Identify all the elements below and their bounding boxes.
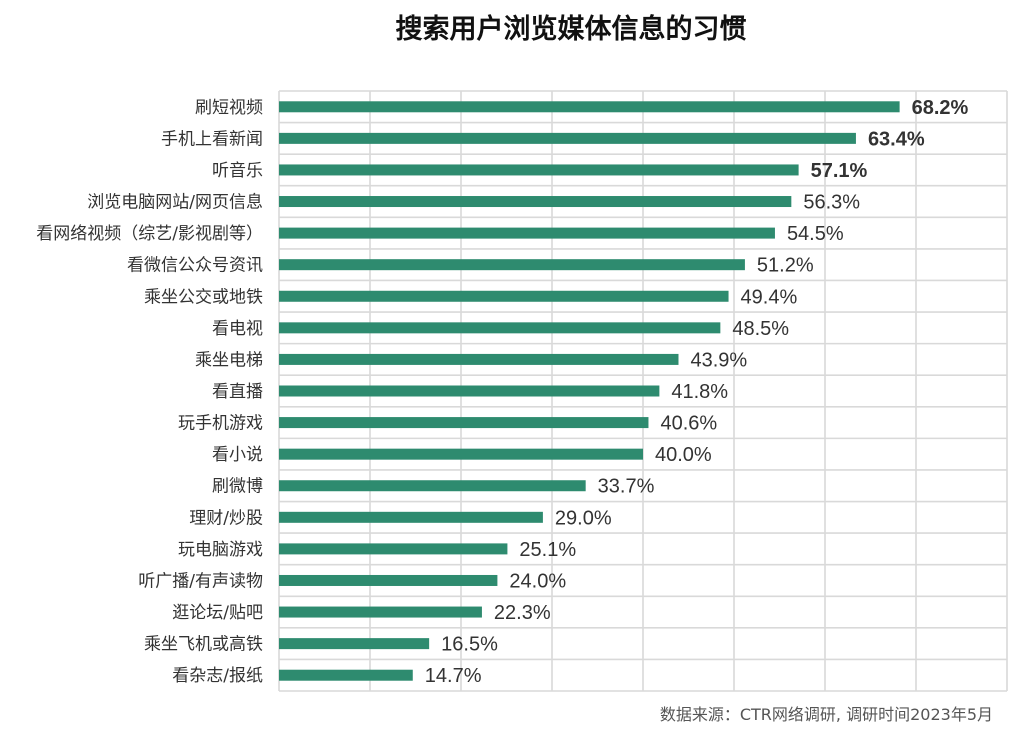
bar <box>279 196 792 208</box>
bar <box>279 511 543 523</box>
value-label: 43.9% <box>690 349 747 371</box>
value-label: 24.0% <box>509 570 566 592</box>
category-label: 乘坐电梯 <box>195 350 263 370</box>
category-label: 手机上看新闻 <box>161 129 263 149</box>
value-label: 63.4% <box>868 128 925 150</box>
bar <box>279 164 799 176</box>
bar <box>279 480 586 492</box>
bar <box>279 417 649 429</box>
value-labels: 68.2% 63.4%57.1% 56.3% 54.5% 51.2% 49.4% 48.5%… <box>425 97 969 687</box>
bar <box>279 606 482 618</box>
grid-lines <box>278 90 1008 692</box>
value-label: 29.0% <box>555 507 612 529</box>
category-label: 看微信公众号资讯 <box>127 256 263 276</box>
category-label: 看电视 <box>212 319 263 339</box>
bar <box>279 227 775 239</box>
value-label: 40.0% <box>655 444 712 466</box>
value-label: 16.5% <box>441 634 498 656</box>
value-label: 33.7% <box>598 476 655 498</box>
category-label: 理财/炒股 <box>189 508 263 528</box>
category-label: 听音乐 <box>212 161 263 181</box>
value-label: 49.4% <box>741 286 798 308</box>
value-label: 68.2% <box>912 97 969 119</box>
bar <box>279 669 413 681</box>
bar <box>279 543 508 555</box>
category-label: 刷微博 <box>212 477 263 497</box>
value-label: 51.2% <box>757 255 814 277</box>
category-label: 刷短视频 <box>195 98 263 118</box>
bar <box>279 385 660 397</box>
bar <box>279 101 900 113</box>
category-label: 听广播/有声读物 <box>138 571 263 591</box>
value-label: 25.1% <box>519 539 576 561</box>
category-label: 逛论坛/贴吧 <box>172 603 263 623</box>
category-label: 乘坐飞机或高铁 <box>144 635 263 655</box>
category-label: 浏览电脑网站/网页信息 <box>87 193 263 213</box>
value-label: 40.6% <box>660 413 717 435</box>
bar <box>279 259 745 271</box>
bar <box>279 574 498 586</box>
chart-title: 搜索用户浏览媒体信息的习惯 <box>396 13 747 45</box>
category-label: 玩电脑游戏 <box>178 540 263 560</box>
bar <box>279 448 643 460</box>
source-note: 数据来源：CTR网络调研, 调研时间2023年5月 <box>660 705 993 724</box>
category-label: 看杂志/报纸 <box>172 666 263 686</box>
bar <box>279 322 721 334</box>
value-label: 56.3% <box>803 192 860 214</box>
category-label: 看网络视频（综艺/影视剧等） <box>36 224 263 244</box>
bars <box>279 101 900 681</box>
value-label: 48.5% <box>732 318 789 340</box>
bar <box>279 290 729 302</box>
value-label: 41.8% <box>671 381 728 403</box>
category-label: 看小说 <box>212 445 263 465</box>
category-label: 看直播 <box>212 382 263 402</box>
category-label: 玩手机游戏 <box>178 414 263 434</box>
bar <box>279 132 856 144</box>
value-label: 22.3% <box>494 602 551 624</box>
value-label: 14.7% <box>425 665 482 687</box>
category-label: 乘坐公交或地铁 <box>144 287 263 307</box>
value-label: 54.5% <box>787 223 844 245</box>
bar <box>279 638 430 650</box>
value-label: 57.1% <box>811 160 868 182</box>
bar <box>279 353 679 365</box>
